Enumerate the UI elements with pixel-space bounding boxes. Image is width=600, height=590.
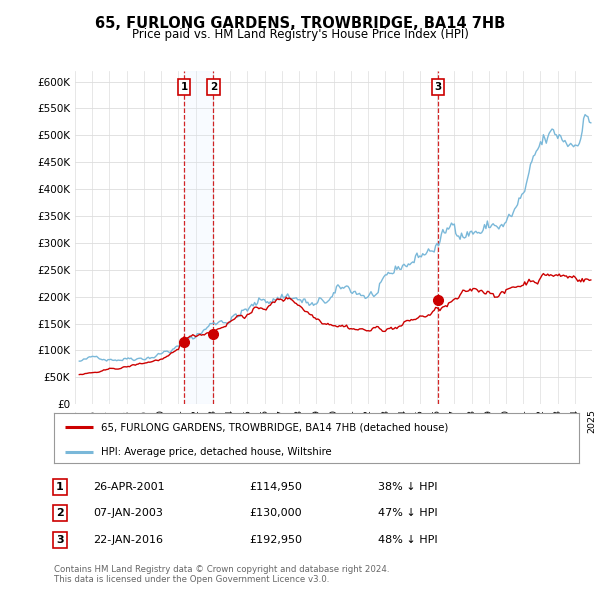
Text: 3: 3 [56,535,64,545]
Text: Contains HM Land Registry data © Crown copyright and database right 2024.
This d: Contains HM Land Registry data © Crown c… [54,565,389,584]
Text: £192,950: £192,950 [249,535,302,545]
Text: 38% ↓ HPI: 38% ↓ HPI [378,482,437,491]
Text: 22-JAN-2016: 22-JAN-2016 [93,535,163,545]
Text: Price paid vs. HM Land Registry's House Price Index (HPI): Price paid vs. HM Land Registry's House … [131,28,469,41]
Text: 3: 3 [434,82,442,92]
Text: 2: 2 [56,509,64,518]
Text: 1: 1 [56,482,64,491]
Text: £130,000: £130,000 [249,509,302,518]
Text: 26-APR-2001: 26-APR-2001 [93,482,164,491]
Text: £114,950: £114,950 [249,482,302,491]
Text: 65, FURLONG GARDENS, TROWBRIDGE, BA14 7HB (detached house): 65, FURLONG GARDENS, TROWBRIDGE, BA14 7H… [101,422,449,432]
Bar [184,71,214,404]
Text: 1: 1 [181,82,188,92]
Text: 07-JAN-2003: 07-JAN-2003 [93,509,163,518]
Text: HPI: Average price, detached house, Wiltshire: HPI: Average price, detached house, Wilt… [101,447,332,457]
Text: 47% ↓ HPI: 47% ↓ HPI [378,509,437,518]
Text: 48% ↓ HPI: 48% ↓ HPI [378,535,437,545]
Text: 65, FURLONG GARDENS, TROWBRIDGE, BA14 7HB: 65, FURLONG GARDENS, TROWBRIDGE, BA14 7H… [95,16,505,31]
Text: 2: 2 [210,82,217,92]
